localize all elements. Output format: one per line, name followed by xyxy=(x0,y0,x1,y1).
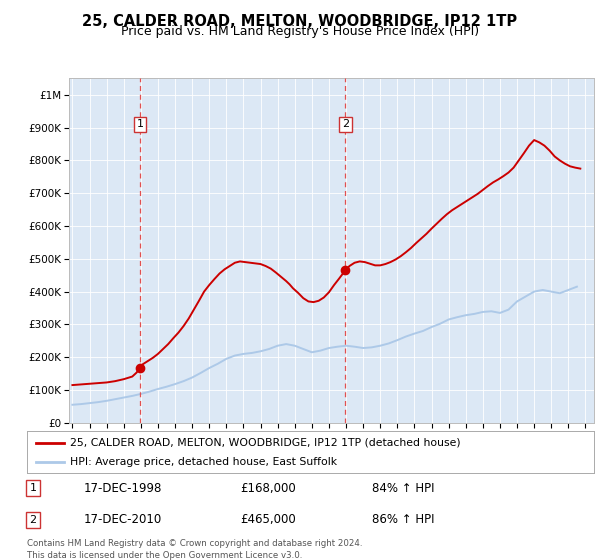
Text: 1: 1 xyxy=(137,119,143,129)
Text: HPI: Average price, detached house, East Suffolk: HPI: Average price, detached house, East… xyxy=(70,457,337,467)
Text: 25, CALDER ROAD, MELTON, WOODBRIDGE, IP12 1TP (detached house): 25, CALDER ROAD, MELTON, WOODBRIDGE, IP1… xyxy=(70,437,460,447)
Text: £168,000: £168,000 xyxy=(240,482,296,495)
Text: 2: 2 xyxy=(29,515,37,525)
Text: £465,000: £465,000 xyxy=(240,513,296,526)
Text: 1: 1 xyxy=(29,483,37,493)
Text: 2: 2 xyxy=(342,119,349,129)
Text: Price paid vs. HM Land Registry's House Price Index (HPI): Price paid vs. HM Land Registry's House … xyxy=(121,25,479,38)
Text: 17-DEC-1998: 17-DEC-1998 xyxy=(84,482,163,495)
Text: 25, CALDER ROAD, MELTON, WOODBRIDGE, IP12 1TP: 25, CALDER ROAD, MELTON, WOODBRIDGE, IP1… xyxy=(82,14,518,29)
Text: 17-DEC-2010: 17-DEC-2010 xyxy=(84,513,162,526)
Text: Contains HM Land Registry data © Crown copyright and database right 2024.
This d: Contains HM Land Registry data © Crown c… xyxy=(27,539,362,559)
Text: 86% ↑ HPI: 86% ↑ HPI xyxy=(372,513,434,526)
Text: 84% ↑ HPI: 84% ↑ HPI xyxy=(372,482,434,495)
